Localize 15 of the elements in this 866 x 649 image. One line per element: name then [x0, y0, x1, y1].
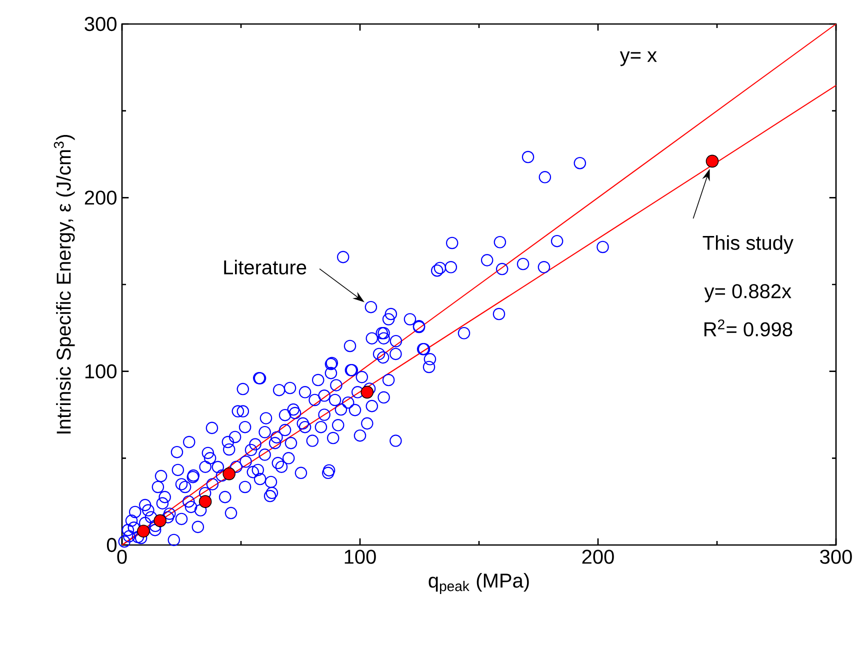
x-tick-label: 300 — [820, 550, 852, 564]
y-axis-title: Intrinsic Specific Energy, ε (J/cm$^{3}$) — [54, 134, 75, 434]
annotation: This study — [702, 235, 794, 254]
x-tick-label: 200 — [582, 550, 614, 564]
annotation: y= x — [620, 51, 657, 66]
x-axis-title: q$_{peak}$ (MPa) — [428, 573, 529, 594]
y-tick-label: 100 — [85, 364, 116, 378]
y-tick-label: 300 — [84, 16, 116, 32]
y-tick-label: 200 — [84, 190, 116, 205]
annotation: Literature — [224, 260, 306, 274]
annotation: R$^{2}$= 0.998 — [704, 319, 792, 336]
annotation: y= 0.882x — [704, 284, 792, 302]
x-tick-label: 100 — [344, 550, 376, 564]
x-tick-label: 0 — [117, 550, 127, 564]
y-tick-label: 0 — [106, 538, 116, 552]
